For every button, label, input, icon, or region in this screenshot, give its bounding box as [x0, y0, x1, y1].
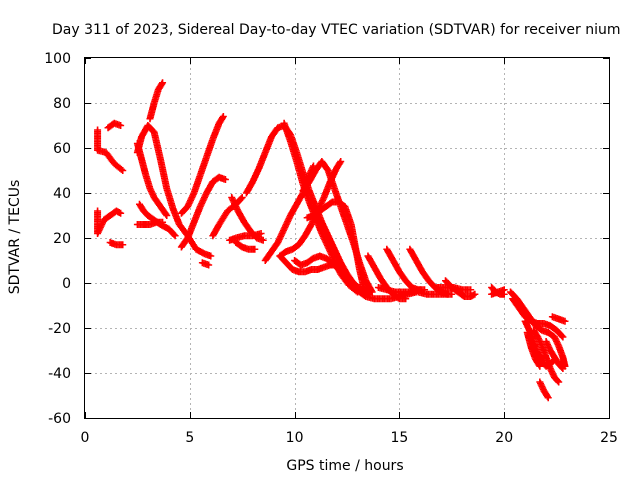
- data-point: [535, 361, 543, 369]
- data-point: [219, 113, 227, 120]
- data-point: [171, 232, 179, 240]
- y-tick-label: 40: [53, 186, 71, 202]
- data-point: [500, 286, 508, 294]
- data-point: [238, 194, 246, 201]
- data-point: [119, 241, 127, 249]
- data-point: [344, 273, 352, 281]
- series-t3: [94, 207, 125, 237]
- data-point: [117, 209, 125, 217]
- series-t9: [146, 79, 167, 123]
- data-point: [259, 236, 267, 244]
- data-point: [336, 159, 344, 167]
- data-point: [163, 212, 171, 219]
- series-t12: [198, 259, 213, 269]
- y-tick-label: 60: [53, 141, 71, 157]
- data-point: [335, 266, 343, 273]
- data-point: [158, 80, 166, 88]
- y-tick-label: -20: [48, 321, 71, 337]
- series-t23: [303, 198, 372, 298]
- data-point: [221, 176, 229, 183]
- data-point: [257, 230, 265, 237]
- axis-ticks: [85, 58, 610, 419]
- y-tick-label: 80: [53, 96, 71, 112]
- x-tick-label: 20: [495, 430, 513, 446]
- chart-title: Day 311 of 2023, Sidereal Day-to-day VTE…: [52, 22, 621, 38]
- x-tick-label: 0: [81, 430, 90, 446]
- data-point: [162, 210, 170, 218]
- series-t32: [433, 284, 475, 294]
- data-point: [558, 332, 566, 340]
- data-point: [159, 218, 167, 226]
- data-point: [536, 362, 544, 370]
- data-point: [555, 378, 563, 386]
- data-point: [237, 195, 245, 203]
- series-t38: [523, 329, 544, 370]
- x-axis-title: GPS time / hours: [286, 458, 403, 474]
- data-point: [334, 264, 342, 272]
- series-t2: [104, 119, 125, 132]
- data-point: [448, 290, 456, 298]
- data-point: [207, 252, 215, 260]
- data-point: [554, 377, 562, 385]
- series-t10: [177, 113, 227, 217]
- y-tick-label: 0: [62, 276, 71, 292]
- series-t41: [548, 313, 569, 325]
- data-points: [94, 79, 569, 402]
- tick-labels: 0 5 10 15 20 25 -60 -40 -20 0 20 40 60 80 100: [44, 51, 618, 446]
- data-point: [117, 122, 125, 129]
- x-tick-label: 5: [185, 430, 194, 446]
- data-point: [337, 158, 345, 165]
- series-t15: [232, 239, 259, 253]
- data-point: [559, 365, 567, 372]
- y-axis-title: SDTVAR / TECUs: [7, 180, 23, 295]
- data-point: [119, 167, 127, 174]
- data-point: [471, 290, 479, 298]
- series-t30: [414, 288, 456, 298]
- series-t11: [177, 173, 229, 251]
- y-tick-label: -60: [48, 411, 71, 427]
- data-point: [159, 79, 167, 87]
- series-t1: [94, 126, 127, 174]
- plot-frame: [84, 57, 610, 419]
- x-tick-label: 25: [600, 430, 618, 446]
- series-t34: [488, 286, 508, 298]
- y-tick-label: -40: [48, 366, 71, 382]
- grid: [85, 58, 609, 418]
- series-t16: [226, 230, 265, 244]
- data-point: [543, 392, 551, 400]
- data-point: [558, 363, 566, 371]
- series-t6: [133, 140, 171, 219]
- series-t39: [530, 326, 563, 386]
- y-tick-label: 20: [53, 231, 71, 247]
- data-point: [251, 245, 259, 253]
- data-point: [544, 394, 552, 402]
- series-t24: [299, 158, 376, 296]
- data-point: [218, 114, 226, 122]
- series-t27: [374, 284, 424, 296]
- data-point: [368, 288, 376, 296]
- data-point: [170, 231, 178, 239]
- data-point: [205, 261, 213, 269]
- y-tick-label: 100: [44, 51, 71, 67]
- series-t42: [536, 378, 552, 402]
- series-t36: [509, 295, 567, 341]
- data-point: [561, 317, 569, 325]
- data-point: [467, 286, 475, 294]
- data-point: [559, 333, 567, 341]
- series-t8: [133, 218, 167, 228]
- series-t22: [291, 252, 343, 273]
- x-tick-label: 10: [286, 430, 304, 446]
- data-point: [345, 275, 353, 282]
- series-t40: [542, 338, 567, 372]
- series-t4: [106, 239, 127, 249]
- series-t21: [276, 252, 353, 282]
- x-tick-label: 15: [390, 430, 408, 446]
- data-point: [117, 165, 125, 173]
- data-point: [402, 295, 410, 303]
